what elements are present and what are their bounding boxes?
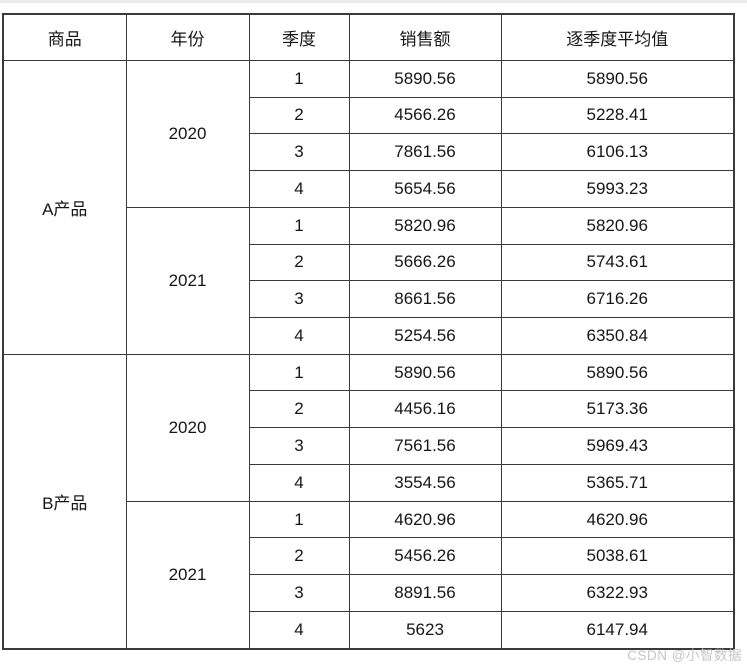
quarter-cell: 1 bbox=[248, 500, 350, 539]
year-cell: 2020 bbox=[125, 59, 250, 208]
table-row: 4 3554.56 5365.71 bbox=[3, 463, 735, 502]
avg-cell: 6322.93 bbox=[500, 574, 735, 612]
sales-cell: 5254.56 bbox=[348, 316, 502, 355]
table-row: 4 5254.56 6350.84 bbox=[3, 316, 735, 355]
quarter-cell: 1 bbox=[248, 353, 350, 392]
avg-cell: 6106.13 bbox=[500, 133, 735, 172]
quarter-cell: 1 bbox=[248, 206, 350, 245]
table-row: 3 7561.56 5969.43 bbox=[3, 427, 735, 465]
csdn-watermark: CSDN @小智数据 bbox=[627, 648, 742, 663]
sales-cell: 7561.56 bbox=[348, 427, 502, 465]
product-cell-b: B产品 bbox=[2, 353, 127, 650]
avg-cell: 6716.26 bbox=[500, 280, 735, 318]
avg-cell: 5228.41 bbox=[500, 96, 735, 135]
quarter-cell: 2 bbox=[248, 243, 350, 282]
year-cell: 2021 bbox=[125, 206, 250, 355]
sales-cell: 4620.96 bbox=[348, 500, 502, 539]
quarter-cell: 2 bbox=[248, 537, 350, 576]
table-row: 3 8891.56 6322.93 bbox=[3, 574, 735, 612]
avg-cell: 5890.56 bbox=[500, 59, 735, 98]
avg-cell: 5743.61 bbox=[500, 243, 735, 282]
table-row: 2 5456.26 5038.61 bbox=[3, 537, 735, 576]
header-quarter: 季度 bbox=[248, 13, 350, 61]
quarter-cell: 1 bbox=[248, 59, 350, 98]
quarter-cell: 4 bbox=[248, 316, 350, 355]
table-row: B产品 2020 1 5890.56 5890.56 bbox=[2, 353, 735, 650]
quarter-cell: 3 bbox=[248, 133, 350, 172]
avg-cell: 5820.96 bbox=[500, 206, 735, 245]
table-row: 2 4566.26 5228.41 bbox=[3, 96, 735, 135]
sales-cell: 8661.56 bbox=[348, 280, 502, 318]
table-row: 2 4456.16 5173.36 bbox=[3, 390, 735, 429]
quarter-cell: 3 bbox=[248, 574, 350, 612]
sales-cell: 5820.96 bbox=[348, 206, 502, 245]
avg-cell: 5993.23 bbox=[500, 170, 735, 208]
year-cell: 2020 bbox=[125, 353, 250, 502]
avg-cell: 5173.36 bbox=[500, 390, 735, 429]
sales-cell: 5623 bbox=[348, 610, 502, 650]
sales-cell: 7861.56 bbox=[348, 133, 502, 172]
quarter-cell: 2 bbox=[248, 390, 350, 429]
quarter-cell: 4 bbox=[248, 463, 350, 502]
table-row: 3 8661.56 6716.26 bbox=[3, 280, 735, 318]
sales-cell: 5890.56 bbox=[348, 353, 502, 392]
header-year: 年份 bbox=[125, 13, 250, 61]
table-row: 4 5623 6147.94 bbox=[3, 610, 735, 650]
top-edge-strip bbox=[0, 0, 747, 3]
sales-cell: 3554.56 bbox=[348, 463, 502, 502]
avg-cell: 5969.43 bbox=[500, 427, 735, 465]
sales-cell: 5890.56 bbox=[348, 59, 502, 98]
table-row: 2021 1 4620.96 4620.96 bbox=[3, 500, 735, 650]
table-row: 4 5654.56 5993.23 bbox=[3, 170, 735, 208]
table-row: 2021 1 5820.96 5820.96 bbox=[3, 206, 735, 355]
avg-cell: 4620.96 bbox=[500, 500, 735, 539]
quarter-cell: 3 bbox=[248, 427, 350, 465]
sales-data-table: 商品 年份 季度 销售额 逐季度平均值 A产品 2020 1 5890.56 5… bbox=[2, 13, 735, 650]
year-cell: 2021 bbox=[125, 500, 250, 650]
header-sales: 销售额 bbox=[348, 13, 502, 61]
sales-cell: 5666.26 bbox=[348, 243, 502, 282]
avg-cell: 5038.61 bbox=[500, 537, 735, 576]
table-row: 3 7861.56 6106.13 bbox=[3, 133, 735, 172]
header-avg: 逐季度平均值 bbox=[500, 13, 735, 61]
sales-cell: 4566.26 bbox=[348, 96, 502, 135]
table-row: A产品 2020 1 5890.56 5890.56 bbox=[2, 59, 735, 355]
header-row: 商品 年份 季度 销售额 逐季度平均值 bbox=[2, 13, 735, 61]
sales-cell: 5456.26 bbox=[348, 537, 502, 576]
avg-cell: 5890.56 bbox=[500, 353, 735, 392]
quarter-cell: 4 bbox=[248, 610, 350, 650]
sales-cell: 4456.16 bbox=[348, 390, 502, 429]
product-cell-a: A产品 bbox=[2, 59, 127, 355]
sales-cell: 5654.56 bbox=[348, 170, 502, 208]
quarter-cell: 3 bbox=[248, 280, 350, 318]
quarter-cell: 2 bbox=[248, 96, 350, 135]
avg-cell: 6147.94 bbox=[500, 610, 735, 650]
header-product: 商品 bbox=[2, 13, 127, 61]
avg-cell: 6350.84 bbox=[500, 316, 735, 355]
quarter-cell: 4 bbox=[248, 170, 350, 208]
avg-cell: 5365.71 bbox=[500, 463, 735, 502]
sales-cell: 8891.56 bbox=[348, 574, 502, 612]
